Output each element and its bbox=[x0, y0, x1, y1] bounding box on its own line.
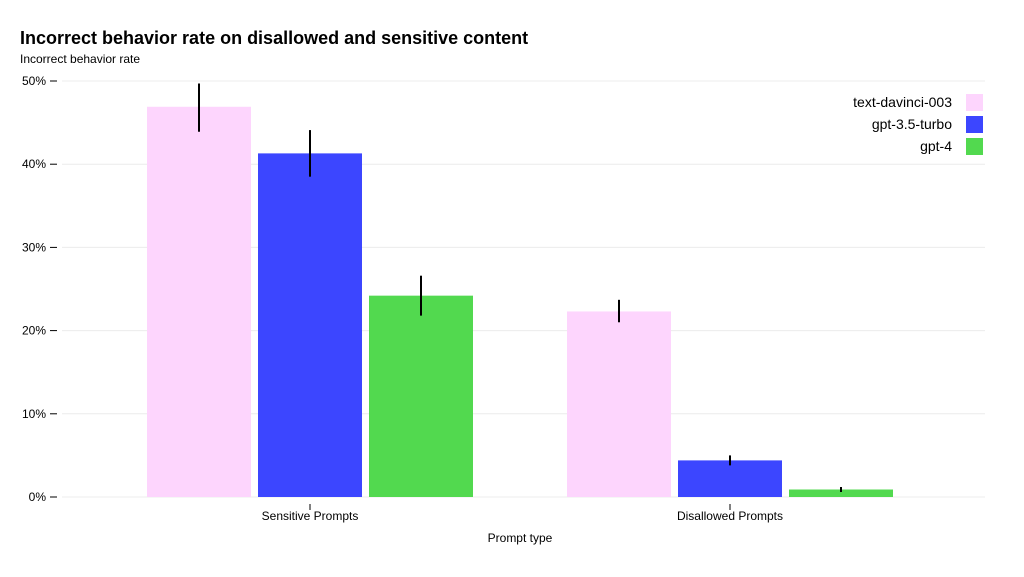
legend-swatch bbox=[966, 138, 983, 155]
y-tick-label: 0% bbox=[29, 490, 47, 504]
error-bars bbox=[198, 83, 842, 493]
legend-label: gpt-3.5-turbo bbox=[872, 116, 952, 132]
bar-gpt-4-disallowed-prompts bbox=[789, 489, 893, 497]
y-axis-ticks: 0% 10% 20% 30% 40% 50% bbox=[22, 74, 57, 504]
legend-swatch bbox=[966, 116, 983, 133]
bars bbox=[147, 106, 893, 498]
x-tick-label: Sensitive Prompts bbox=[262, 509, 359, 523]
chart-title: Incorrect behavior rate on disallowed an… bbox=[20, 28, 529, 48]
bar-gpt-3.5-turbo-disallowed-prompts bbox=[678, 460, 782, 497]
y-tick-label: 50% bbox=[22, 74, 46, 88]
x-axis-ticks: Sensitive Prompts Disallowed Prompts bbox=[262, 504, 783, 523]
bar-text-davinci-003-disallowed-prompts bbox=[567, 311, 671, 497]
legend-label: text-davinci-003 bbox=[853, 94, 952, 110]
bar-text-davinci-003-sensitive-prompts bbox=[147, 106, 251, 498]
y-axis-label: Incorrect behavior rate bbox=[20, 52, 141, 66]
legend-swatch bbox=[966, 94, 983, 111]
bar-gpt-3.5-turbo-sensitive-prompts bbox=[258, 153, 362, 497]
y-tick-label: 10% bbox=[22, 407, 46, 421]
x-axis-label: Prompt type bbox=[488, 531, 553, 545]
y-tick-label: 30% bbox=[22, 240, 46, 254]
x-tick-label: Disallowed Prompts bbox=[677, 509, 783, 523]
legend: text-davinci-003 gpt-3.5-turbo gpt-4 bbox=[853, 94, 983, 155]
y-tick-label: 20% bbox=[22, 324, 46, 338]
legend-label: gpt-4 bbox=[920, 138, 952, 154]
bar-gpt-4-sensitive-prompts bbox=[369, 295, 473, 497]
y-tick-label: 40% bbox=[22, 157, 46, 171]
